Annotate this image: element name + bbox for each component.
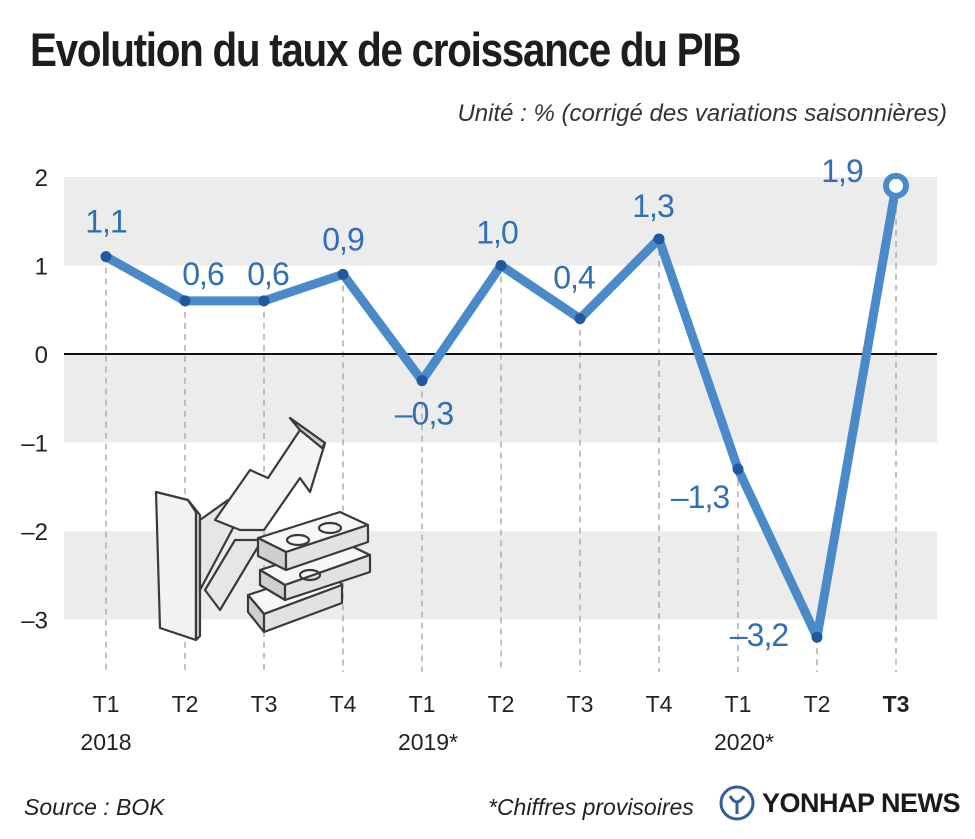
data-label: –0,3: [395, 396, 453, 432]
x-tick-label: T1: [93, 691, 120, 717]
x-tick-label: T2: [488, 691, 515, 717]
y-tick-label: –1: [21, 431, 48, 458]
y-tick-label: 0: [35, 342, 48, 369]
x-tick-label: T3: [567, 691, 594, 717]
y-tick-label: –3: [21, 608, 48, 635]
y-tick-label: 2: [35, 165, 48, 192]
data-point-highlight: [883, 172, 909, 199]
data-label: –3,2: [730, 617, 788, 653]
data-point: [732, 463, 744, 475]
x-tick-label: T2: [804, 691, 831, 717]
provisional-footnote: *Chiffres provisoires: [488, 794, 694, 820]
data-label: 0,6: [182, 256, 224, 292]
x-tick-label: T3: [251, 691, 278, 717]
chart-title: Evolution du taux de croissance du PIB: [30, 23, 741, 76]
year-label: 2020*: [714, 729, 774, 755]
data-point: [574, 313, 586, 325]
data-label: 1,0: [476, 215, 518, 251]
unit-subtitle: Unité : % (corrigé des variations saison…: [457, 100, 947, 127]
data-label: 1,3: [632, 188, 674, 224]
data-label: 0,9: [322, 221, 364, 257]
data-label: 1,9: [821, 153, 863, 189]
x-tick-label: T2: [172, 691, 199, 717]
data-point: [337, 268, 349, 280]
y-tick-label: 1: [35, 254, 48, 281]
money-arrow-illustration: [154, 416, 372, 642]
data-label: 0,4: [553, 260, 595, 296]
yonhap-emblem-icon: [719, 785, 755, 821]
data-point: [100, 251, 112, 263]
yonhap-logo: YONHAP NEWS: [718, 784, 961, 822]
data-label: –1,3: [671, 479, 729, 515]
data-point: [653, 233, 665, 245]
year-label: 2018: [80, 729, 131, 755]
year-label: 2019*: [398, 729, 458, 755]
band-0: [64, 177, 937, 266]
brand-name: YONHAP NEWS: [762, 787, 961, 818]
data-point: [258, 295, 270, 307]
x-tick-label: T4: [330, 691, 357, 717]
x-tick-label: T1: [409, 691, 436, 717]
x-tick-label: T1: [725, 691, 752, 717]
y-tick-label: –2: [21, 519, 48, 546]
x-tick-label: T4: [646, 691, 673, 717]
source-note: Source : BOK: [24, 794, 165, 820]
data-point: [416, 375, 428, 387]
data-point: [811, 631, 823, 643]
data-label: 0,6: [247, 256, 289, 292]
data-point: [495, 260, 507, 271]
data-point: [179, 295, 191, 307]
x-tick-label: T3: [883, 691, 910, 717]
data-label: 1,1: [85, 204, 127, 240]
